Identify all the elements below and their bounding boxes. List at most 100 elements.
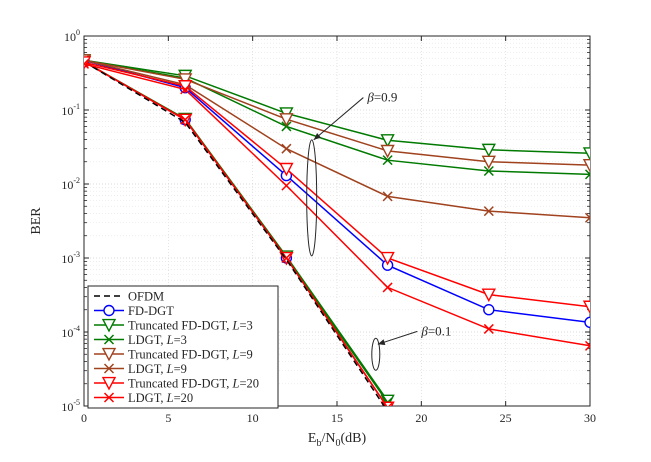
annotation-arrowhead (313, 133, 321, 140)
legend-item: FD-DGT (94, 304, 174, 318)
x-tick-label: 10 (247, 411, 259, 425)
marker-stroke (180, 84, 191, 95)
series-line (84, 59, 590, 324)
legend-item: LDGT, L=20 (94, 391, 193, 405)
marker-stroke (84, 62, 90, 69)
y-tick-label: 10-5 (61, 398, 80, 414)
point-marker (481, 143, 496, 158)
point-marker (103, 304, 115, 317)
annotation-ellipse (371, 337, 381, 371)
marker-stroke (382, 191, 393, 202)
marker-stroke (584, 173, 590, 180)
point-marker (101, 347, 117, 362)
marker-stroke (584, 340, 590, 347)
marker-stroke (84, 58, 90, 65)
marker-stroke (584, 212, 590, 219)
point-marker (281, 143, 292, 154)
legend-label: Truncated FD-DGT, L=3 (128, 319, 253, 333)
series-fd-dgt (84, 54, 590, 329)
point-marker (584, 340, 590, 351)
marker-stroke (584, 169, 590, 176)
point-marker (382, 282, 393, 293)
legend-label: LDGT, L=20 (128, 391, 193, 405)
point-marker (180, 84, 191, 95)
x-tick-label: 30 (584, 411, 596, 425)
annotation-ellipse (306, 139, 318, 257)
point-marker (382, 155, 393, 166)
marker-stroke (281, 252, 292, 264)
point-marker (584, 212, 590, 223)
data-series (84, 54, 590, 406)
series-line (84, 59, 590, 176)
point-marker (483, 206, 494, 217)
marker-stroke (103, 392, 115, 403)
legend-label: OFDM (128, 290, 164, 304)
y-tick-label: 10-2 (61, 176, 80, 192)
point-marker (582, 300, 590, 315)
marker-stroke (388, 402, 393, 406)
legend-item: Truncated FD-DGT, L=3 (94, 319, 253, 333)
legend-box (87, 285, 279, 409)
point-marker (483, 165, 494, 176)
series-ldgt-l-20 (84, 58, 590, 351)
legend-item: LDGT, L=3 (94, 333, 187, 347)
point-marker (483, 323, 494, 334)
annotations: β=0.9 β=0.1 (306, 90, 451, 371)
y-tick-label: 10-4 (61, 324, 80, 340)
marker-stroke (180, 114, 191, 125)
legend-label: Truncated FD-DGT, L=20 (128, 377, 259, 391)
annotation-label: β=0.1 (420, 323, 451, 338)
legend-item: LDGT, L=9 (94, 362, 187, 376)
annotation-beta-1: β=0.1 (371, 323, 451, 371)
legend-item: Truncated FD-DGT, L=9 (94, 348, 253, 362)
series-line (84, 59, 590, 155)
marker-stroke (483, 165, 494, 176)
series-line (84, 63, 590, 347)
legend-item: Truncated FD-DGT, L=20 (94, 377, 259, 391)
series-line (84, 61, 590, 308)
series-line (84, 59, 590, 219)
x-tick-label: 0 (81, 411, 87, 425)
y-tick-label: 10-1 (61, 102, 80, 118)
annotation-arrowhead (377, 339, 386, 345)
point-marker (279, 162, 294, 177)
series-line (84, 59, 590, 166)
grid-lines (83, 36, 591, 407)
point-marker (382, 191, 393, 202)
legend-label: LDGT, L=3 (128, 333, 187, 347)
point-marker (103, 334, 115, 345)
point-marker (180, 114, 191, 125)
series-truncated-fd-dgt-l-9 (84, 54, 590, 173)
marker-stroke (103, 363, 115, 374)
marker-stroke (483, 206, 494, 217)
x-tick-label: 5 (165, 411, 171, 425)
point-marker (380, 134, 395, 148)
point-marker (84, 58, 90, 69)
y-axis-label: BER (29, 207, 44, 235)
series-truncated-fd-dgt-l-20 (84, 56, 590, 315)
legend-label: LDGT, L=9 (128, 362, 187, 376)
point-marker (101, 318, 117, 333)
point-marker (178, 73, 193, 87)
point-marker (382, 402, 393, 406)
x-tick-label: 20 (415, 411, 427, 425)
x-tick-label: 15 (331, 411, 343, 425)
marker-stroke (382, 402, 388, 406)
point-marker (481, 288, 496, 303)
point-marker (380, 144, 395, 159)
marker-stroke (584, 216, 590, 223)
point-marker (481, 155, 496, 170)
y-tick-label: 100 (64, 28, 80, 44)
point-marker (483, 304, 495, 316)
series-line (84, 61, 386, 406)
legend-label: Truncated FD-DGT, L=9 (128, 348, 253, 362)
marker-stroke (483, 323, 494, 334)
point-marker (582, 159, 590, 173)
marker-stroke (281, 143, 292, 154)
y-tick-label: 10-3 (61, 250, 80, 266)
marker-stroke (103, 334, 115, 345)
series-ofdm (84, 61, 386, 406)
marker-stroke (584, 344, 590, 351)
